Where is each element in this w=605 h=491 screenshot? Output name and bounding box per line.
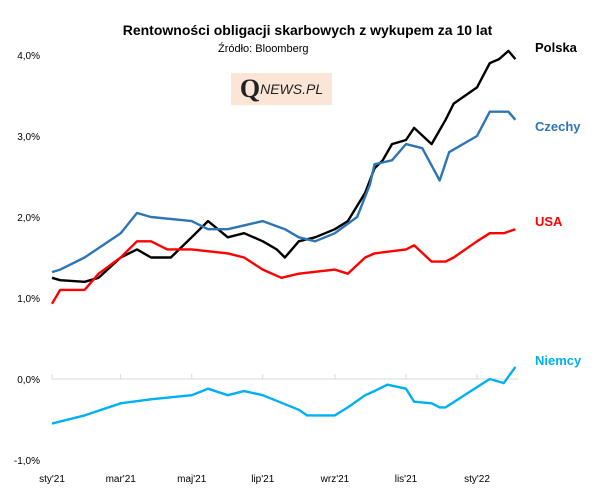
y-tick-label: 0,0%: [17, 375, 40, 386]
qnews-logo: Q NEWS.PL: [231, 73, 332, 105]
y-tick-label: 1,0%: [17, 294, 40, 305]
y-tick-label: 4,0%: [17, 51, 40, 62]
x-tick-label: lis'21: [395, 474, 418, 485]
series-line-usa: [50, 228, 516, 305]
y-tick-label: 3,0%: [17, 132, 40, 143]
series-label-czechy: Czechy: [535, 119, 581, 134]
y-tick-label: -1,0%: [14, 456, 40, 467]
chart-source: Źródło: Bloomberg: [218, 43, 309, 55]
y-tick-label: 2,0%: [17, 213, 40, 224]
x-tick-label: wrz'21: [320, 474, 350, 485]
series-line-czechy: [51, 110, 517, 274]
series-label-niemcy: Niemcy: [535, 353, 582, 368]
series-line-niemcy: [51, 366, 517, 425]
x-tick-label: maj'21: [177, 474, 207, 485]
x-tick-label: sty'21: [39, 474, 65, 485]
x-tick-label: lip'21: [251, 474, 274, 485]
series-label-usa: USA: [535, 214, 563, 229]
series-line-polska: [51, 49, 517, 283]
x-tick-label: mar'21: [106, 474, 137, 485]
chart-title: Rentowności obligacji skarbowych z wykup…: [122, 22, 493, 38]
series-label-polska: Polska: [535, 40, 578, 55]
x-tick-label: sty'22: [464, 474, 490, 485]
